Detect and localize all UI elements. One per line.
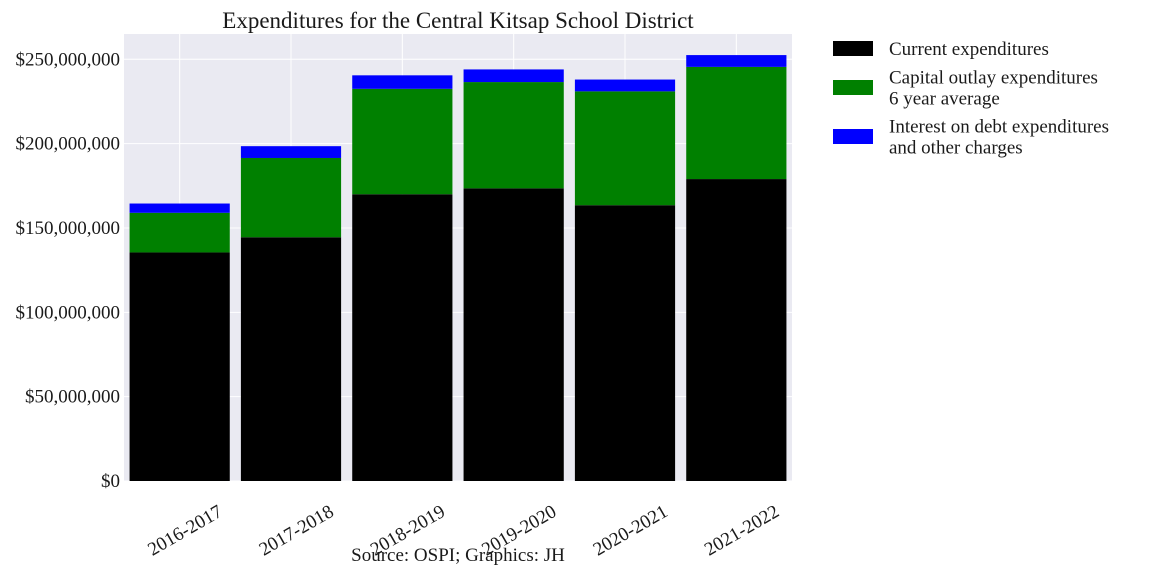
legend-label: Capital outlay expenditures 6 year averag…	[889, 68, 1098, 110]
bar-segment-s2-2019-2020	[463, 69, 564, 83]
legend-swatch	[833, 80, 873, 95]
y-axis: $0 $50,000,000 $100,000,000 $150,000,000 $20…	[16, 49, 121, 492]
plot-area	[124, 34, 792, 481]
legend-label: Current expenditures	[889, 39, 1049, 60]
bar-segment-s0-2017-2018	[240, 237, 342, 481]
y-tick-label: $250,000,000	[16, 49, 121, 70]
y-tick-label: $0	[101, 471, 120, 492]
legend-label-line: 6 year average	[889, 89, 1000, 110]
bar-segment-s2-2017-2018	[240, 146, 342, 158]
bar-segment-s1-2018-2019	[352, 88, 453, 195]
bar-segment-s0-2018-2019	[352, 194, 453, 481]
legend-swatch	[833, 41, 873, 56]
bar-segment-s0-2021-2022	[686, 179, 787, 481]
legend-label-line: Interest on debt expenditures	[889, 117, 1109, 138]
legend-label-line: and other charges	[889, 138, 1023, 159]
bar-segment-s0-2020-2021	[574, 205, 676, 482]
legend-swatch	[833, 129, 873, 144]
bar-segment-s2-2016-2017	[129, 203, 230, 213]
legend-label-line: Capital outlay expenditures	[889, 68, 1098, 89]
y-tick-label: $200,000,000	[16, 134, 121, 155]
legend-label: Interest on debt expenditures and other c…	[889, 117, 1109, 159]
chart-caption: Source: OSPI; Graphics: JH	[351, 545, 565, 566]
legend-label-line: Current expenditures	[889, 39, 1049, 60]
legend: Current expenditures Capital outlay expen…	[833, 39, 1109, 159]
bars	[129, 55, 787, 482]
bar-segment-s2-2020-2021	[574, 79, 676, 92]
bar-segment-s2-2021-2022	[686, 55, 787, 67]
chart-title: Expenditures for the Central Kitsap Scho…	[222, 8, 694, 33]
bar-segment-s1-2019-2020	[463, 82, 564, 189]
y-tick-label: $150,000,000	[16, 218, 121, 239]
bar-segment-s0-2016-2017	[129, 252, 230, 481]
x-tick-label: 2020-2021	[590, 501, 672, 560]
bar-segment-s0-2019-2020	[463, 188, 564, 482]
bar-segment-s1-2016-2017	[129, 212, 230, 253]
x-tick-label: 2021-2022	[701, 501, 783, 560]
bar-segment-s1-2020-2021	[574, 91, 676, 206]
x-tick-label: 2016-2017	[144, 501, 226, 560]
bar-segment-s1-2017-2018	[240, 157, 342, 238]
y-tick-label: $100,000,000	[16, 302, 121, 323]
y-tick-label: $50,000,000	[25, 387, 120, 408]
bar-segment-s1-2021-2022	[686, 66, 787, 180]
bar-segment-s2-2018-2019	[352, 75, 453, 89]
x-tick-label: 2017-2018	[256, 501, 338, 560]
